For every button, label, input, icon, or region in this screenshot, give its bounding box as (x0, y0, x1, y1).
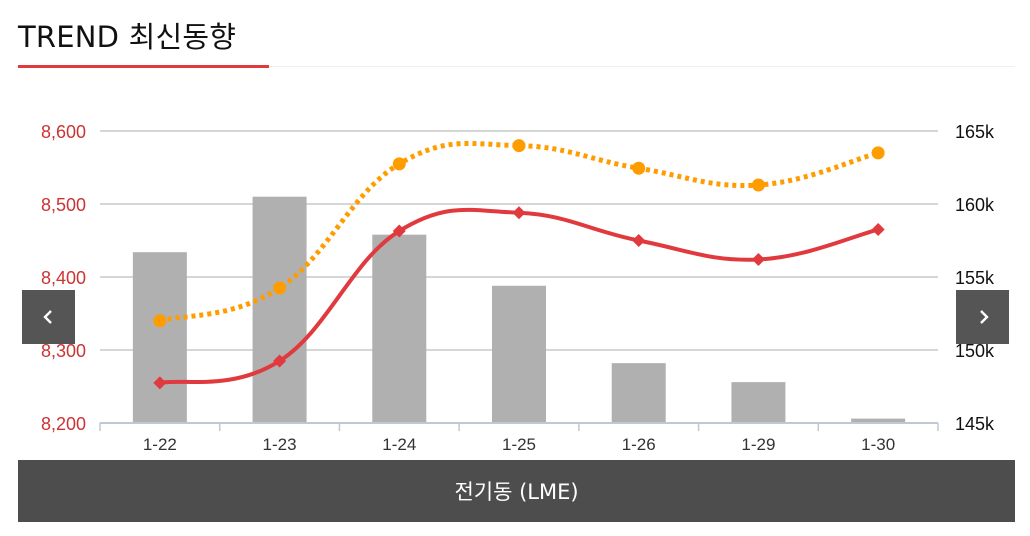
left-tick-label: 8,300 (41, 341, 86, 361)
orange-point (512, 139, 526, 153)
chevron-right-icon (979, 310, 989, 324)
red-point (871, 223, 885, 237)
right-tick-label: 150k (955, 341, 995, 361)
footer-bar: 전기동 (LME) (18, 460, 1015, 522)
orange-point (153, 314, 167, 328)
footer-label: 전기동 (LME) (454, 480, 579, 504)
red-point (751, 252, 765, 266)
orange-point (392, 157, 406, 171)
right-tick-label: 165k (955, 122, 995, 142)
bar-series (132, 196, 906, 423)
bar (611, 363, 666, 423)
left-tick-label: 8,400 (41, 268, 86, 288)
orange-point (632, 161, 646, 175)
orange-point (751, 178, 765, 192)
next-button[interactable] (956, 290, 1009, 344)
page-title: TREND 최신동향 (18, 20, 237, 54)
header-divider (269, 66, 1015, 67)
bar (252, 196, 307, 423)
right-tick-label: 160k (955, 195, 995, 215)
red-point (392, 224, 406, 238)
left-tick-label: 8,600 (41, 122, 86, 142)
x-tick-label: 1-29 (741, 435, 775, 454)
left-tick-label: 8,500 (41, 195, 86, 215)
red-point (512, 206, 526, 220)
x-tick-label: 1-23 (263, 435, 297, 454)
red-point (153, 376, 167, 390)
right-tick-label: 155k (955, 268, 995, 288)
red-point (632, 234, 646, 247)
orange-point (273, 281, 287, 295)
left-tick-label: 8,200 (41, 414, 86, 434)
right-axis-labels: 145k 150k 155k 160k 165k (955, 122, 995, 434)
x-tick-label: 1-30 (861, 435, 895, 454)
title-underline (18, 65, 269, 68)
x-axis: 1-22 1-23 1-24 1-25 1-26 1-29 1-30 (99, 422, 939, 454)
bar (132, 252, 187, 423)
orange-point (871, 146, 885, 160)
x-tick-label: 1-25 (502, 435, 536, 454)
bar (372, 234, 427, 423)
x-tick-label: 1-22 (143, 435, 177, 454)
left-axis-labels: 8,200 8,300 8,400 8,500 8,600 (41, 122, 86, 434)
bar (492, 285, 546, 423)
line-markers (153, 139, 885, 390)
x-tick-label: 1-26 (622, 435, 656, 454)
bar (851, 418, 906, 423)
prev-button[interactable] (22, 290, 75, 344)
x-tick-label: 1-24 (382, 435, 416, 454)
right-tick-label: 145k (955, 414, 995, 434)
chevron-left-icon (42, 310, 52, 324)
bar (731, 382, 786, 423)
red-point (273, 354, 287, 368)
